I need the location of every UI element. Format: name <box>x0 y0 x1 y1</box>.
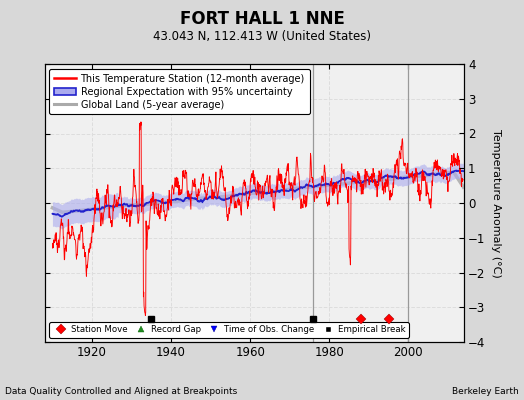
Text: 43.043 N, 112.413 W (United States): 43.043 N, 112.413 W (United States) <box>153 30 371 43</box>
Text: Data Quality Controlled and Aligned at Breakpoints: Data Quality Controlled and Aligned at B… <box>5 387 237 396</box>
Text: FORT HALL 1 NNE: FORT HALL 1 NNE <box>180 10 344 28</box>
Y-axis label: Temperature Anomaly (°C): Temperature Anomaly (°C) <box>491 129 501 277</box>
Text: Berkeley Earth: Berkeley Earth <box>452 387 519 396</box>
Legend: Station Move, Record Gap, Time of Obs. Change, Empirical Break: Station Move, Record Gap, Time of Obs. C… <box>49 322 409 338</box>
